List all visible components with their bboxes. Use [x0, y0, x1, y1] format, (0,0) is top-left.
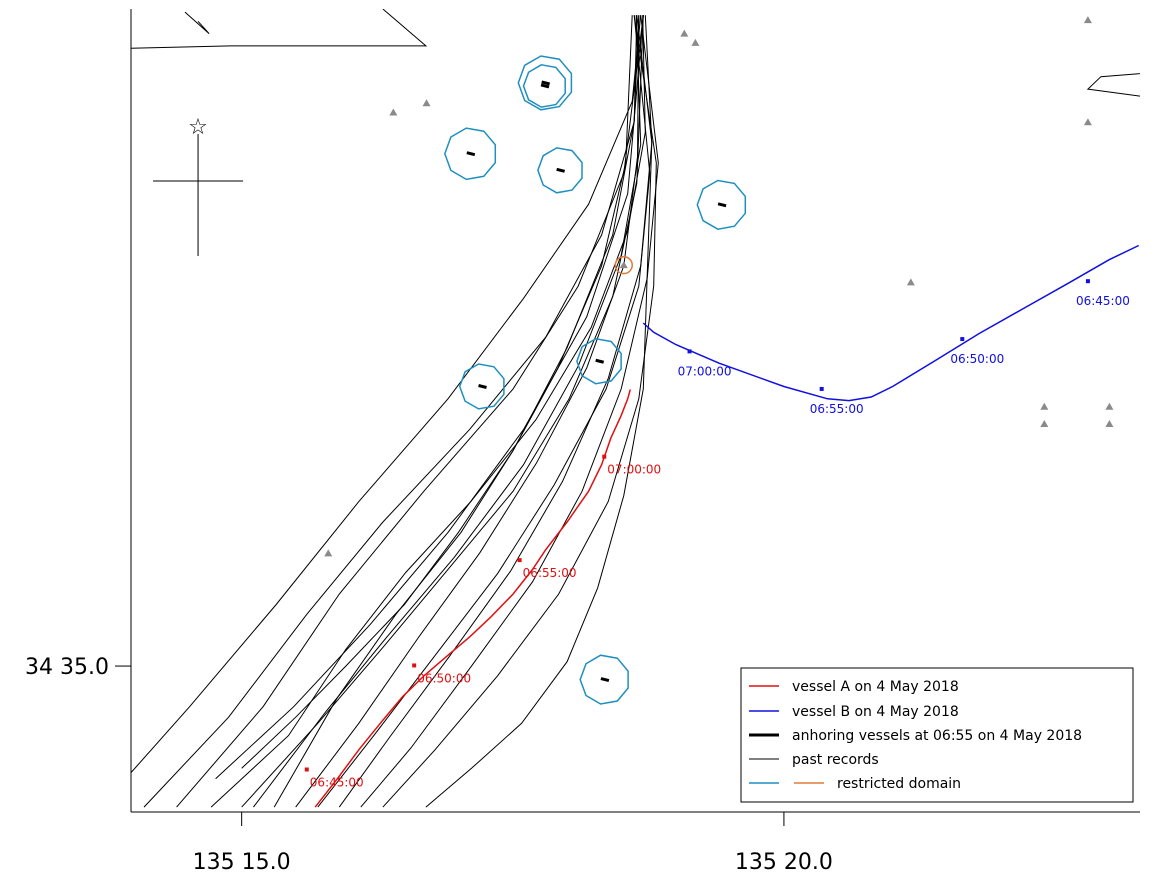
landmark-star-icon: ☆: [188, 115, 208, 140]
markers-layer: [324, 16, 1114, 557]
past-record-track: [241, 15, 638, 769]
restricted-domain: [579, 654, 629, 705]
past-record-track: [360, 15, 659, 808]
vessel-a-time-label: 06:55:00: [523, 566, 577, 580]
anchored-vessel: [595, 358, 605, 364]
vessel-a-time-marker: [602, 454, 607, 459]
vessel-b-time-marker: [960, 337, 965, 342]
past-record-track: [176, 15, 644, 808]
restricted-domain: [522, 64, 566, 108]
buoy-marker: [389, 108, 398, 116]
past-record-track: [131, 15, 642, 774]
y-tick-label: 34 35.0: [25, 655, 109, 680]
past-record-track: [215, 15, 644, 780]
legend-label-vessel-a: vessel A on 4 May 2018: [792, 679, 959, 695]
x-tick-label: 135 20.0: [735, 850, 833, 874]
anchored-vessel: [541, 80, 551, 86]
anchored-vessel: [600, 677, 610, 683]
x-tick-label: 135 15.0: [193, 850, 291, 874]
anchored-vessel: [466, 151, 476, 157]
buoy-marker: [691, 38, 700, 46]
restricted-domain: [444, 127, 497, 181]
buoy-marker: [1083, 16, 1092, 24]
landmark-layer: ☆: [153, 115, 244, 257]
vessel-a-time-marker: [304, 767, 309, 772]
anchored-vessel: [540, 83, 550, 89]
restricted-domain: [458, 363, 505, 410]
vessel-a-track: [314, 389, 632, 808]
vessel-b-time-marker: [1085, 279, 1090, 284]
buoy-marker: [324, 549, 333, 557]
vessel-b-time-label: 06:55:00: [810, 402, 864, 416]
restricted-domain-orange: [614, 255, 633, 275]
past-records-layer: [131, 15, 659, 808]
past-record-track: [317, 15, 651, 808]
past-record-track: [210, 15, 646, 808]
past-record-track: [273, 15, 633, 808]
structure-outline: [1086, 73, 1140, 97]
restricted-domain: [517, 55, 573, 111]
past-record-track: [295, 15, 640, 808]
past-record-track: [241, 15, 644, 808]
buoy-marker: [1105, 420, 1114, 428]
vessel-a-time-label: 07:00:00: [607, 463, 661, 477]
anchored-vessel: [556, 167, 566, 173]
legend-label-past: past records: [792, 752, 879, 768]
vessel-a-time-label: 06:45:00: [310, 776, 364, 790]
legend-label-vessel-b: vessel B on 4 May 2018: [792, 704, 959, 720]
buoy-marker: [1105, 402, 1114, 410]
buoy-marker: [906, 278, 915, 286]
plot-area: 06:45:00 06:50:00 06:55:00 07:00:00 06:45:0…: [131, 9, 1140, 808]
axis-ticks: 135 15.0 135 20.0 34 35.0: [25, 655, 833, 874]
structure-outline: [184, 11, 210, 34]
past-record-track: [382, 15, 657, 808]
vessel-b-time-marker: [819, 386, 824, 391]
vessel-a-layer: 06:45:00 06:50:00 06:55:00 07:00:00: [304, 389, 661, 808]
buoy-marker: [619, 261, 628, 269]
anchored-vessel: [717, 202, 727, 208]
buoy-marker: [422, 99, 431, 107]
buoy-marker: [1040, 420, 1049, 428]
vessel-b-time-label: 06:45:00: [1076, 294, 1130, 308]
legend-label-anchor: anhoring vessels at 06:55 on 4 May 2018: [792, 728, 1082, 744]
legend: vessel A on 4 May 2018 vessel B on 4 May…: [740, 667, 1134, 803]
restricted-domain: [537, 147, 583, 194]
legend-label-domain: restricted domain: [837, 776, 961, 792]
buoy-marker: [1040, 402, 1049, 410]
vessel-a-time-marker: [517, 558, 522, 563]
buoy-marker: [680, 29, 689, 37]
structure-outline: [131, 9, 428, 49]
legend-box: [740, 667, 1134, 803]
restricted-domains-layer: [444, 55, 747, 705]
restricted-domain: [696, 179, 747, 230]
vessel-a-time-marker: [412, 663, 417, 668]
structures-layer: [131, 9, 1140, 97]
vessel-b-time-marker: [687, 349, 692, 354]
past-record-track: [425, 15, 653, 808]
vessel-a-time-label: 06:50:00: [417, 671, 471, 685]
past-record-track: [143, 15, 640, 808]
anchored-vessel: [478, 384, 487, 389]
vessel-b-time-label: 07:00:00: [678, 364, 732, 378]
past-record-track: [338, 15, 653, 808]
restricted-domain: [576, 338, 622, 385]
vessel-b-time-label: 06:50:00: [950, 352, 1004, 366]
anchored-vessels-layer: [466, 80, 727, 683]
vessel-b-layer: 06:45:00 06:50:00 06:55:00 07:00:00: [642, 244, 1140, 416]
buoy-marker: [1083, 118, 1092, 126]
